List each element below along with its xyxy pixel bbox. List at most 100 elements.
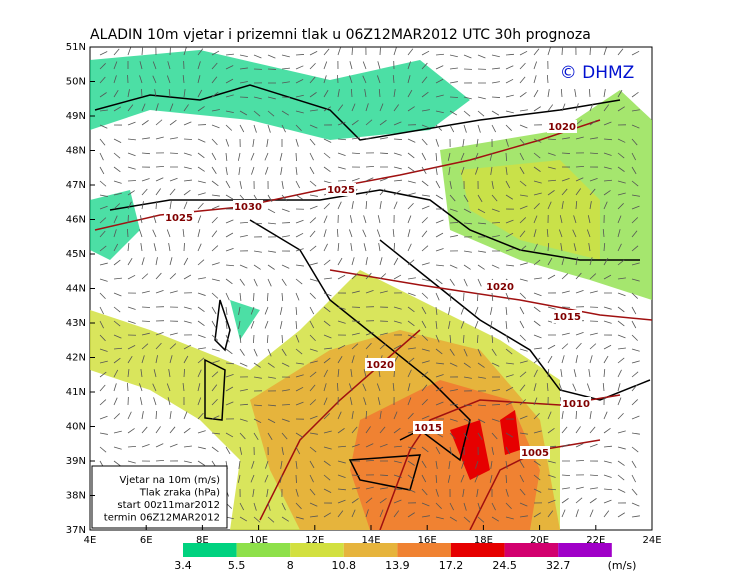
wind-arrow	[617, 460, 625, 466]
wind-arrow	[139, 383, 143, 392]
wind-arrow	[211, 216, 218, 224]
wind-arrow	[407, 259, 415, 266]
wind-arrow	[225, 401, 234, 406]
wind-arrow	[267, 208, 276, 214]
colorbar-label: 10.8	[332, 559, 357, 572]
wind-arrow	[113, 166, 121, 173]
colorbar-segment	[504, 543, 559, 557]
wind-arrow	[477, 404, 487, 407]
wind-arrow	[505, 502, 512, 510]
wind-arrow	[140, 243, 143, 252]
lon-label: 8E	[196, 535, 209, 546]
wind-arrow	[547, 138, 557, 141]
wind-arrow	[225, 247, 234, 252]
wind-arrow	[239, 264, 248, 269]
wind-arrow	[547, 411, 552, 420]
wind-arrow	[491, 124, 497, 133]
wind-arrow	[435, 488, 439, 497]
wind-arrow	[393, 411, 398, 420]
wind-arrow	[546, 228, 549, 238]
wind-arrow	[505, 374, 514, 378]
wind-arrow	[239, 432, 246, 440]
wind-arrow	[631, 262, 640, 266]
colorbar-segment	[290, 543, 344, 557]
wind-arrow	[99, 399, 107, 406]
wind-arrow	[239, 334, 242, 343]
wind-arrow	[295, 180, 301, 189]
wind-arrow	[477, 110, 485, 117]
wind-arrow	[239, 446, 243, 455]
lat-label: 50N	[66, 77, 86, 88]
wind-arrow	[155, 410, 158, 420]
wind-arrow	[267, 404, 276, 407]
wind-arrow	[573, 243, 577, 252]
wind-arrow	[505, 219, 514, 224]
wind-arrow	[211, 371, 219, 378]
wind-arrow	[197, 180, 206, 184]
wind-arrow	[267, 54, 276, 59]
wind-arrow	[435, 166, 438, 175]
wind-arrow	[519, 502, 528, 507]
wind-arrow	[365, 486, 374, 490]
wind-arrow	[211, 262, 220, 266]
wind-arrow	[253, 264, 261, 270]
wind-arrow	[99, 415, 108, 420]
wind-arrow	[281, 389, 290, 392]
wind-arrow	[617, 446, 626, 450]
wind-arrow	[225, 124, 233, 131]
wind-arrow	[491, 222, 501, 224]
isobar-label-bg	[520, 446, 550, 459]
wind-arrow	[197, 430, 206, 434]
wind-arrow	[127, 411, 132, 420]
wind-arrow	[211, 320, 217, 329]
wind-arrow	[99, 166, 105, 175]
wind-arrow	[127, 89, 130, 98]
colorbar-segment	[451, 543, 505, 557]
wind-arrow	[376, 229, 381, 238]
wind-arrow	[505, 248, 514, 252]
wind-arrow	[295, 152, 297, 162]
wind-arrow	[211, 205, 220, 210]
wind-arrow	[113, 446, 122, 450]
wind-arrow	[281, 96, 291, 99]
wind-arrow	[113, 138, 122, 144]
wind-arrow	[141, 178, 150, 182]
wind-arrow	[365, 119, 373, 126]
wind-arrow	[211, 62, 218, 70]
wind-arrow	[631, 502, 640, 507]
wind-arrow	[113, 347, 123, 350]
wind-arrow	[376, 383, 381, 392]
wind-arrow	[362, 383, 367, 392]
wind-arrow	[295, 362, 304, 365]
wind-arrow	[351, 343, 359, 350]
wind-arrow	[183, 355, 189, 364]
wind-arrow	[631, 399, 639, 406]
wind-arrow	[281, 418, 290, 422]
wind-arrow	[589, 137, 598, 140]
wind-arrow	[617, 397, 622, 406]
wind-arrow	[463, 54, 472, 59]
wind-arrow	[337, 242, 340, 252]
wind-arrow	[617, 203, 624, 210]
wind-arrow	[505, 264, 514, 267]
wind-arrow	[281, 124, 286, 133]
wind-arrow	[279, 306, 283, 315]
wind-arrow	[561, 257, 565, 266]
wind-arrow	[491, 235, 500, 238]
wind-arrow	[407, 243, 412, 252]
wind-arrow	[197, 48, 204, 56]
wind-arrow	[449, 292, 452, 301]
wind-arrow	[168, 369, 171, 378]
wind-arrow	[533, 347, 542, 350]
wind-arrow	[99, 306, 104, 315]
colorbar-segment	[236, 543, 291, 557]
wind-arrow	[281, 334, 284, 344]
wind-arrow	[421, 460, 427, 468]
wind-arrow	[477, 194, 483, 203]
wind-arrow	[505, 138, 509, 147]
wind-arrow	[183, 189, 191, 196]
wind-arrow	[295, 292, 300, 301]
isobar-label: 1025	[327, 185, 355, 196]
wind-arrow	[589, 426, 596, 434]
wind-arrow	[309, 348, 318, 352]
